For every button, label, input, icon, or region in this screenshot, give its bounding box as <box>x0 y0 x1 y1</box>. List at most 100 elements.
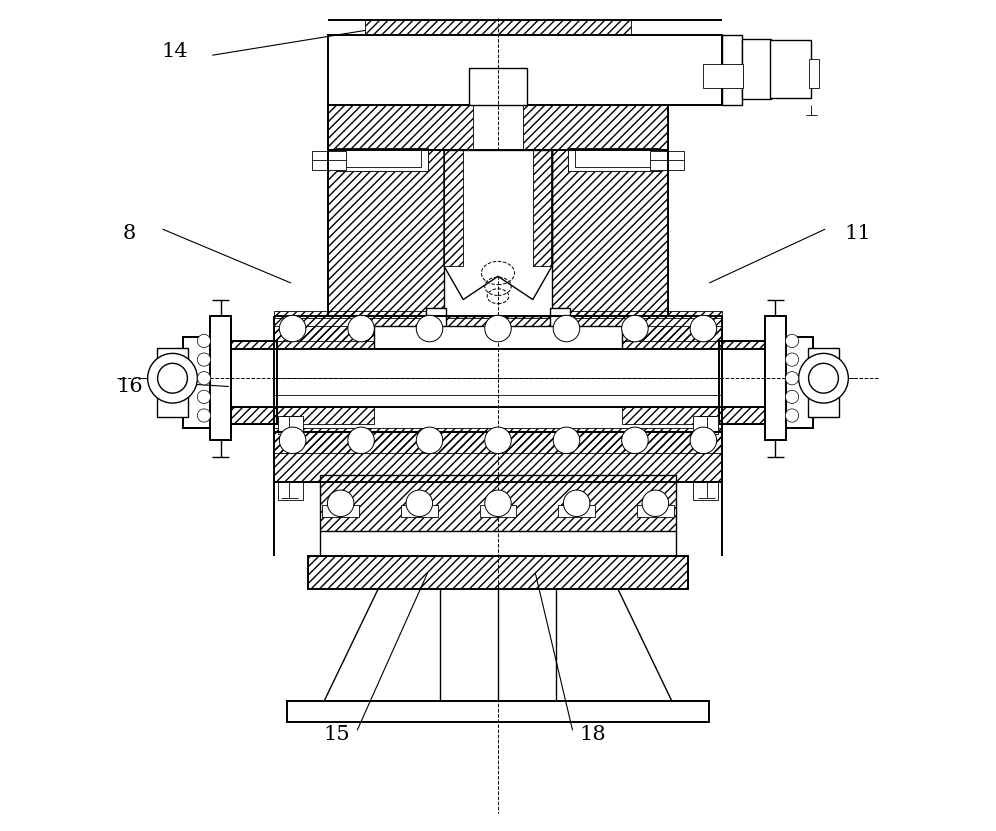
Circle shape <box>279 315 306 342</box>
Circle shape <box>416 427 443 454</box>
Bar <box>312 151 347 170</box>
Bar <box>323 505 359 517</box>
Bar <box>152 369 177 387</box>
Text: 16: 16 <box>117 377 142 396</box>
Circle shape <box>485 427 511 454</box>
Bar <box>274 432 722 482</box>
Bar <box>329 35 374 105</box>
Bar <box>337 148 427 171</box>
Circle shape <box>642 490 668 517</box>
Bar <box>765 316 786 440</box>
Circle shape <box>690 427 717 454</box>
Circle shape <box>622 315 648 342</box>
Circle shape <box>786 409 799 422</box>
Circle shape <box>197 334 210 347</box>
Bar <box>722 35 742 105</box>
Bar <box>637 505 673 517</box>
Bar <box>808 347 840 417</box>
Bar <box>229 341 277 424</box>
Bar <box>374 326 622 361</box>
Circle shape <box>799 353 849 403</box>
Bar <box>770 41 811 98</box>
Text: 14: 14 <box>161 42 188 61</box>
Circle shape <box>197 409 210 422</box>
Bar <box>480 505 516 517</box>
Bar <box>809 59 819 88</box>
Bar <box>622 326 722 424</box>
Bar <box>329 105 473 150</box>
Bar <box>210 316 231 440</box>
Circle shape <box>328 490 354 517</box>
Bar <box>229 341 277 424</box>
Bar <box>183 337 231 428</box>
Bar <box>210 316 231 440</box>
Bar <box>819 369 844 387</box>
Polygon shape <box>444 150 552 299</box>
Bar <box>329 35 722 105</box>
Circle shape <box>786 353 799 366</box>
Circle shape <box>348 315 374 342</box>
Bar <box>274 326 374 424</box>
Bar <box>575 149 653 167</box>
Bar <box>559 505 595 517</box>
Text: 11: 11 <box>845 224 872 243</box>
Bar <box>649 151 684 170</box>
Circle shape <box>279 427 306 454</box>
Bar <box>719 341 767 424</box>
Bar <box>552 150 667 316</box>
Bar <box>320 475 676 532</box>
Bar <box>308 556 688 589</box>
Circle shape <box>564 490 590 517</box>
Circle shape <box>485 490 511 517</box>
Text: 15: 15 <box>323 725 350 744</box>
Bar <box>693 482 718 500</box>
Text: 18: 18 <box>580 725 607 744</box>
Bar <box>742 40 771 99</box>
Bar <box>308 556 688 589</box>
Circle shape <box>197 391 210 404</box>
Bar <box>183 349 813 407</box>
Bar <box>343 149 421 167</box>
Bar <box>703 63 743 88</box>
Bar <box>659 35 722 105</box>
Bar <box>550 307 570 337</box>
Circle shape <box>416 315 443 342</box>
Bar <box>693 416 718 434</box>
Circle shape <box>786 334 799 347</box>
Bar <box>523 105 667 150</box>
Bar <box>274 428 722 453</box>
Bar <box>274 316 722 341</box>
Bar <box>329 150 444 316</box>
Bar <box>366 20 630 35</box>
Circle shape <box>406 490 432 517</box>
Bar <box>426 307 446 337</box>
Bar <box>444 150 552 316</box>
Bar <box>765 337 813 428</box>
Bar <box>569 148 659 171</box>
Bar <box>569 148 659 171</box>
Bar <box>374 326 622 361</box>
Bar <box>278 482 303 500</box>
Bar <box>337 148 427 171</box>
Text: 8: 8 <box>123 224 136 243</box>
Bar <box>183 337 231 428</box>
Circle shape <box>348 427 374 454</box>
Bar <box>469 67 527 105</box>
Circle shape <box>809 363 839 393</box>
Bar <box>719 341 767 424</box>
Circle shape <box>197 353 210 366</box>
Circle shape <box>786 391 799 404</box>
Bar <box>444 150 463 267</box>
Bar <box>765 316 786 440</box>
Bar <box>274 311 722 317</box>
Circle shape <box>553 315 580 342</box>
Bar <box>533 150 552 267</box>
Circle shape <box>197 371 210 385</box>
Circle shape <box>622 427 648 454</box>
Bar <box>278 416 303 434</box>
Circle shape <box>485 315 511 342</box>
Circle shape <box>786 371 799 385</box>
Bar <box>156 347 188 417</box>
Bar <box>770 41 811 98</box>
Bar <box>765 337 813 428</box>
